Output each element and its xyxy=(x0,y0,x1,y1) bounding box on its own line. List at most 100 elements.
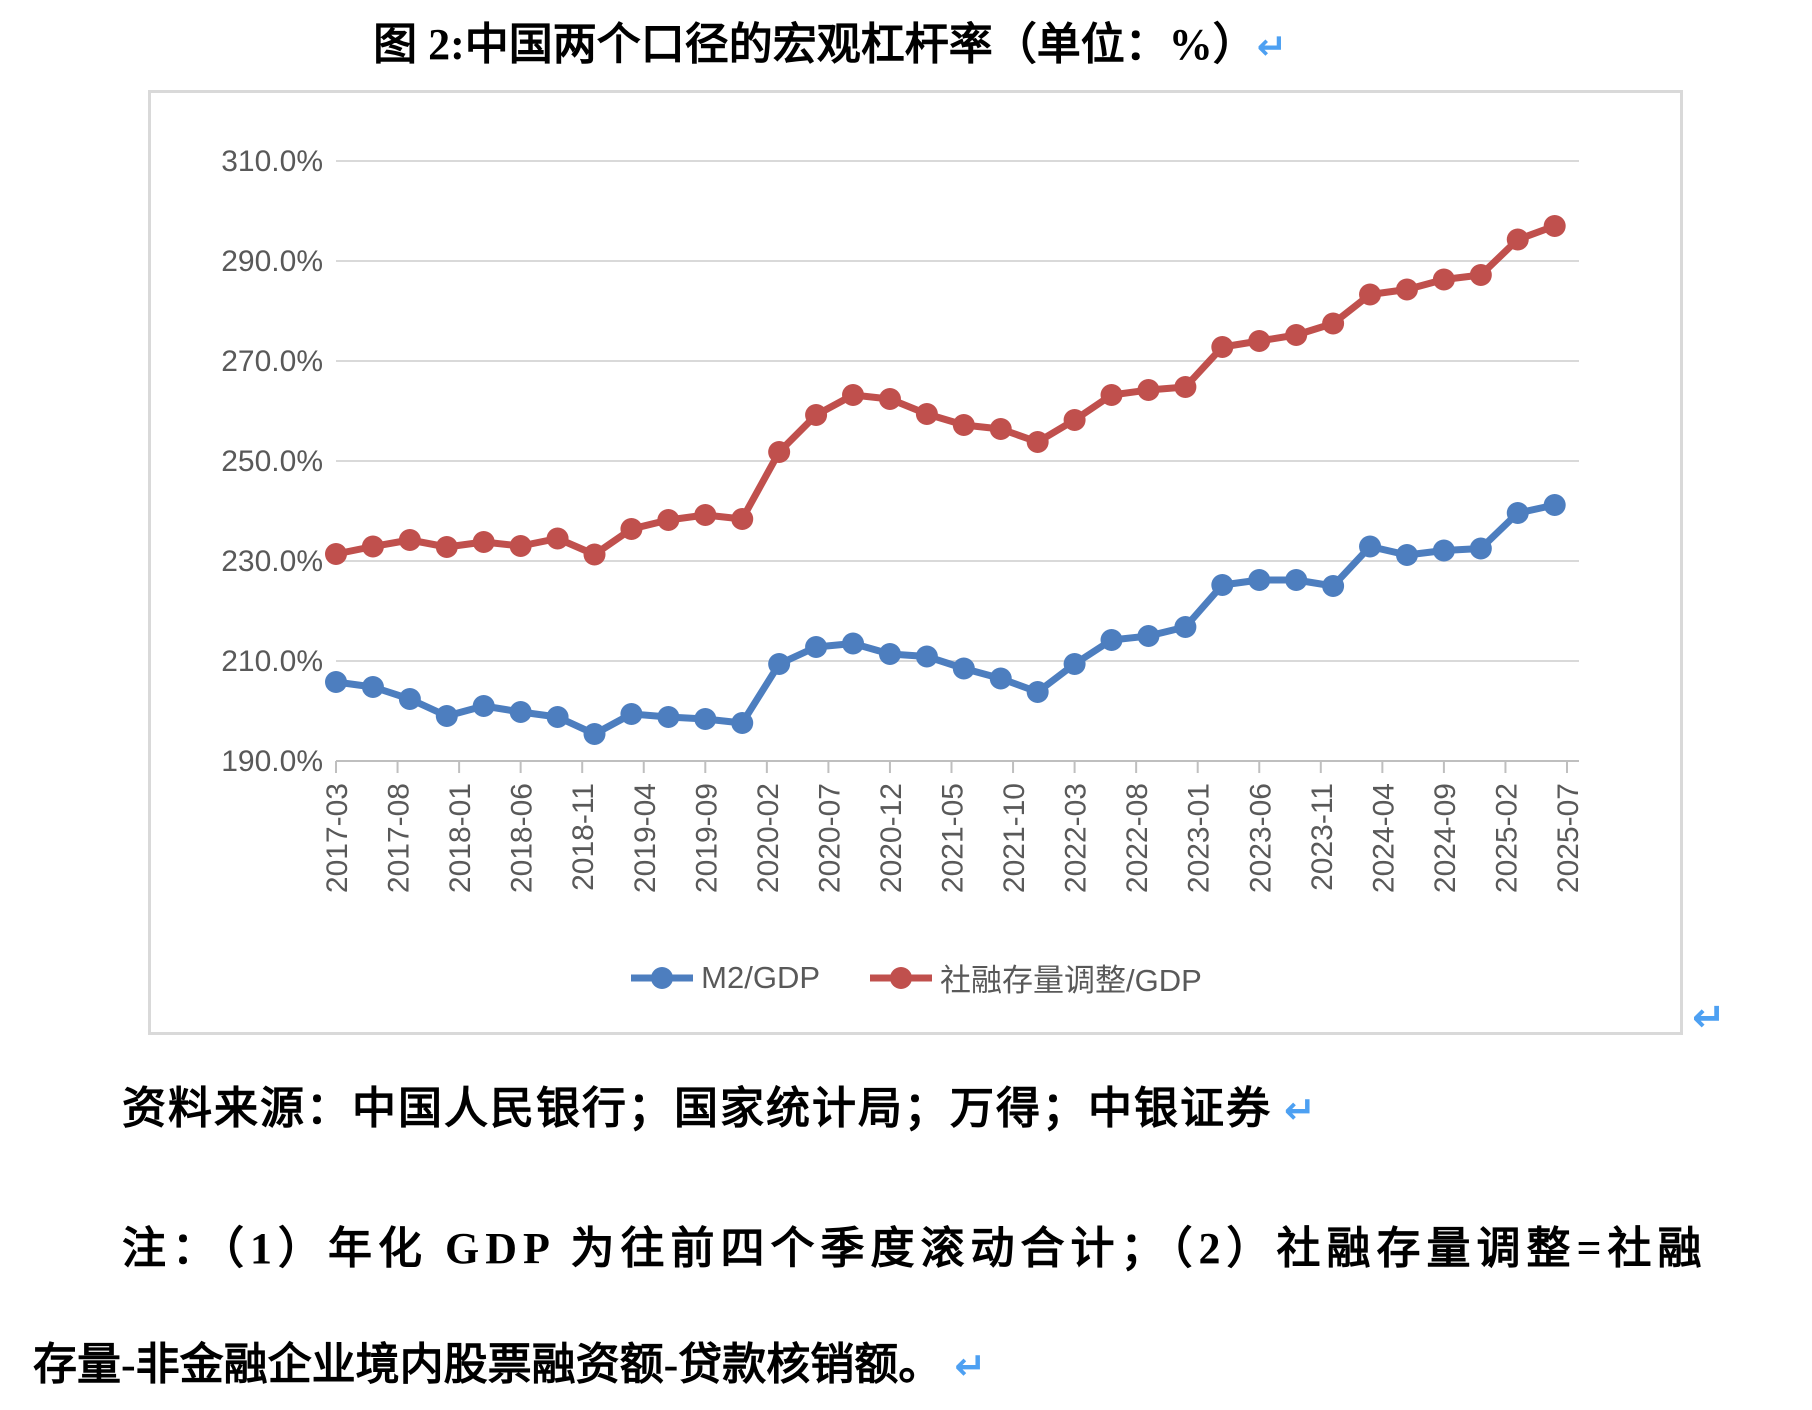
footnote-line-1: 注：（1）年化 GDP 为往前四个季度滚动合计；（2）社融存量调整=社融 xyxy=(122,1212,1708,1276)
data-point xyxy=(1137,379,1160,401)
data-point xyxy=(694,504,717,526)
data-point xyxy=(1322,575,1345,597)
data-point xyxy=(1469,537,1492,560)
chart-title: 图 2:中国两个口径的宏观杠杆率（单位：%）↵ xyxy=(0,8,1660,72)
return-mark-icon: ↵ xyxy=(1692,995,1726,1041)
legend-marker-icon xyxy=(870,966,933,989)
chart-title-text: 图 2:中国两个口径的宏观杠杆率（单位：%） xyxy=(373,20,1257,69)
line-chart-plot: 310.0% 290.0% 270.0% 250.0% 230.0% 210.0% 190.… xyxy=(221,145,1585,893)
x-tick-label: 2023-11 xyxy=(1306,783,1339,891)
data-point xyxy=(1432,268,1455,291)
return-mark-icon: ↵ xyxy=(1284,1088,1318,1132)
y-axis-labels: 310.0% 290.0% 270.0% 250.0% 230.0% 210.0% 190.… xyxy=(221,145,323,778)
data-point xyxy=(1543,215,1566,237)
data-point xyxy=(509,701,532,723)
return-mark-icon: ↵ xyxy=(954,1344,987,1388)
data-point xyxy=(1432,539,1455,562)
data-point xyxy=(1137,625,1160,647)
x-tick-label: 2017-08 xyxy=(383,783,416,893)
chart-frame: 310.0% 290.0% 270.0% 250.0% 230.0% 210.0% 190.… xyxy=(148,90,1683,1035)
legend-item: 社融存量调整/GDP xyxy=(868,955,1202,1000)
data-point xyxy=(657,706,680,728)
data-point xyxy=(878,643,901,665)
y-tick-label: 250.0% xyxy=(221,445,323,478)
data-point xyxy=(1248,330,1271,352)
x-tick-label: 2021-05 xyxy=(937,783,970,893)
data-point xyxy=(1063,653,1086,675)
data-point xyxy=(1285,324,1308,346)
footnote-line-2: 存量-非金融企业境内股票融资额-贷款核销额。 ↵ xyxy=(33,1328,986,1392)
data-point xyxy=(989,418,1012,440)
y-tick-label: 230.0% xyxy=(221,545,323,578)
data-point xyxy=(1395,278,1418,301)
x-tick-label: 2023-06 xyxy=(1244,783,1277,893)
x-tick-label: 2020-07 xyxy=(813,783,846,893)
legend-label: M2/GDP xyxy=(701,959,821,995)
data-point xyxy=(1211,336,1234,358)
data-point xyxy=(509,535,532,557)
y-tick-label: 310.0% xyxy=(221,145,323,178)
data-point xyxy=(878,388,901,410)
x-tick-label: 2018-01 xyxy=(444,783,477,893)
data-point xyxy=(768,441,791,463)
x-tick-label: 2021-10 xyxy=(998,783,1031,893)
data-point xyxy=(1395,544,1418,566)
data-point xyxy=(842,384,865,406)
data-point xyxy=(952,657,975,680)
y-tick-label: 190.0% xyxy=(221,745,323,778)
data-point xyxy=(1026,681,1049,703)
x-tick-label: 2018-06 xyxy=(506,783,539,893)
data-point xyxy=(325,671,347,693)
series--gdp xyxy=(325,215,1566,566)
data-point xyxy=(583,543,606,566)
data-point xyxy=(398,529,421,551)
legend-label: 社融存量调整/GDP xyxy=(940,963,1202,998)
data-point xyxy=(805,636,828,658)
x-tick-label: 2022-03 xyxy=(1060,783,1093,893)
data-point xyxy=(694,708,717,730)
x-tick-label: 2022-08 xyxy=(1121,783,1154,893)
data-point xyxy=(546,527,569,550)
x-tick-label: 2025-07 xyxy=(1552,783,1585,893)
legend-item: M2/GDP xyxy=(629,960,820,996)
series-line xyxy=(332,222,1559,558)
data-point xyxy=(1174,616,1197,638)
data-point xyxy=(842,632,865,655)
data-point xyxy=(1100,384,1123,406)
data-point xyxy=(989,667,1012,690)
data-point xyxy=(1359,535,1382,558)
data-point xyxy=(325,543,347,565)
return-mark-icon: ↵ xyxy=(1256,27,1287,68)
data-point xyxy=(1211,574,1234,596)
y-tick-label: 270.0% xyxy=(221,345,323,378)
x-axis-labels: 2017-03 2017-08 2018-01 2018-06 2018-11 2019-… xyxy=(321,783,1585,893)
data-point xyxy=(583,723,606,745)
data-point xyxy=(1506,502,1529,524)
x-tick-label: 2025-02 xyxy=(1490,783,1523,893)
data-point xyxy=(620,703,643,725)
data-point xyxy=(472,531,495,553)
data-point xyxy=(472,695,495,717)
footnote-text-1: 注：（1）年化 GDP 为往前四个季度滚动合计；（2）社融存量调整=社融 xyxy=(122,1224,1708,1273)
data-point xyxy=(1174,376,1197,398)
data-point xyxy=(1248,569,1271,591)
data-point xyxy=(805,404,828,426)
x-axis-ticks xyxy=(335,761,1568,773)
data-point xyxy=(731,712,754,734)
x-tick-label: 2024-09 xyxy=(1429,783,1462,893)
legend-marker-icon xyxy=(631,966,694,989)
series-m2-gdp xyxy=(325,494,1566,745)
x-tick-label: 2019-04 xyxy=(629,783,662,893)
data-point xyxy=(915,645,938,668)
y-tick-label: 290.0% xyxy=(221,245,323,278)
data-point xyxy=(731,508,754,530)
x-tick-label: 2020-12 xyxy=(875,783,908,893)
y-tick-label: 210.0% xyxy=(221,645,323,678)
chart-legend: M2/GDP 社融存量调整/GDP xyxy=(151,955,1680,1000)
data-point xyxy=(398,688,421,710)
x-tick-label: 2018-11 xyxy=(567,783,600,891)
source-note: 资料来源：中国人民银行；国家统计局；万得；中银证券 ↵ xyxy=(122,1072,1318,1136)
x-tick-label: 2019-09 xyxy=(690,783,723,893)
source-note-text: 资料来源：中国人民银行；国家统计局；万得；中银证券 xyxy=(122,1084,1272,1133)
data-point xyxy=(361,535,384,558)
